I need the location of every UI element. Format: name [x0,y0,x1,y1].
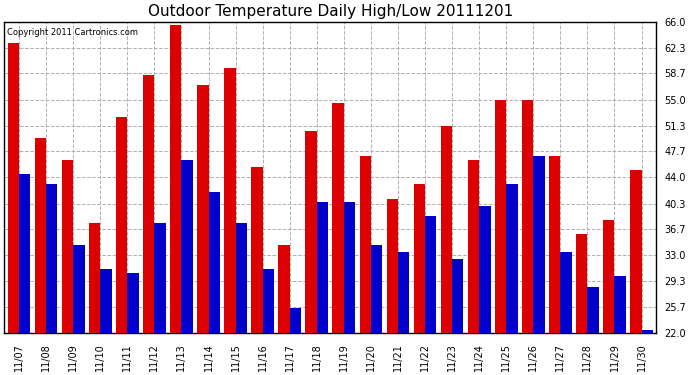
Bar [522,100,533,375]
Bar [576,234,587,375]
Bar [100,269,112,375]
Bar [278,244,290,375]
Bar [143,75,155,375]
Bar [533,156,544,375]
Bar [333,103,344,375]
Bar [235,224,247,375]
Bar [263,269,274,375]
Bar [181,160,193,375]
Bar [549,156,560,375]
Bar [62,160,73,375]
Bar [359,156,371,375]
Bar [251,167,263,375]
Bar [386,199,398,375]
Bar [371,244,382,375]
Bar [8,43,19,375]
Bar [398,252,409,375]
Text: Copyright 2011 Cartronics.com: Copyright 2011 Cartronics.com [8,28,139,37]
Bar [603,220,615,375]
Bar [441,126,452,375]
Bar [306,131,317,375]
Bar [642,330,653,375]
Bar [468,160,479,375]
Bar [155,224,166,375]
Bar [170,25,181,375]
Title: Outdoor Temperature Daily High/Low 20111201: Outdoor Temperature Daily High/Low 20111… [148,4,513,19]
Bar [73,244,85,375]
Bar [414,184,425,375]
Bar [46,184,57,375]
Bar [630,170,642,375]
Bar [89,224,100,375]
Bar [34,138,46,375]
Bar [560,252,572,375]
Bar [479,206,491,375]
Bar [425,216,436,375]
Bar [344,202,355,375]
Bar [128,273,139,375]
Bar [224,68,235,375]
Bar [197,86,208,375]
Bar [587,287,599,375]
Bar [290,308,301,375]
Bar [208,192,220,375]
Bar [506,184,518,375]
Bar [19,174,30,375]
Bar [317,202,328,375]
Bar [615,276,626,375]
Bar [452,259,464,375]
Bar [495,100,506,375]
Bar [116,117,128,375]
